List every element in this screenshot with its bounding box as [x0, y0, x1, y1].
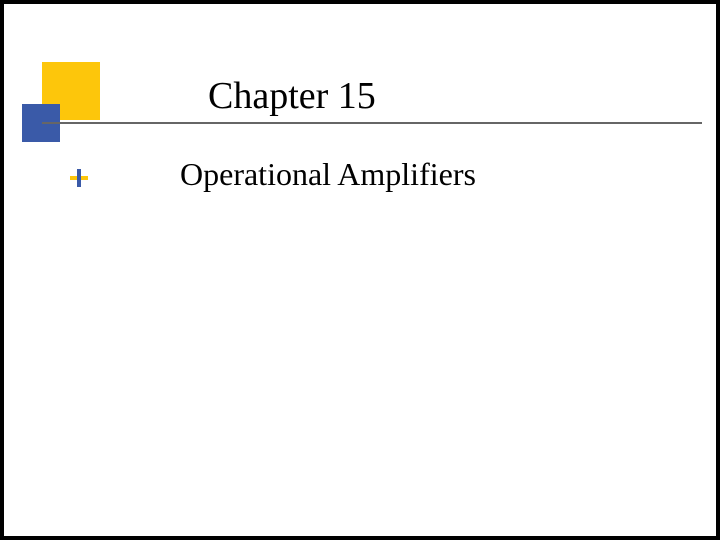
- bullet-plus-icon: [70, 169, 88, 187]
- bullet-vertical-bar: [77, 169, 81, 187]
- slide-title: Chapter 15: [208, 74, 376, 118]
- title-underline: [42, 122, 702, 124]
- slide-subtitle: Operational Amplifiers: [180, 156, 476, 193]
- slide-container: Chapter 15 Operational Amplifiers: [4, 4, 716, 536]
